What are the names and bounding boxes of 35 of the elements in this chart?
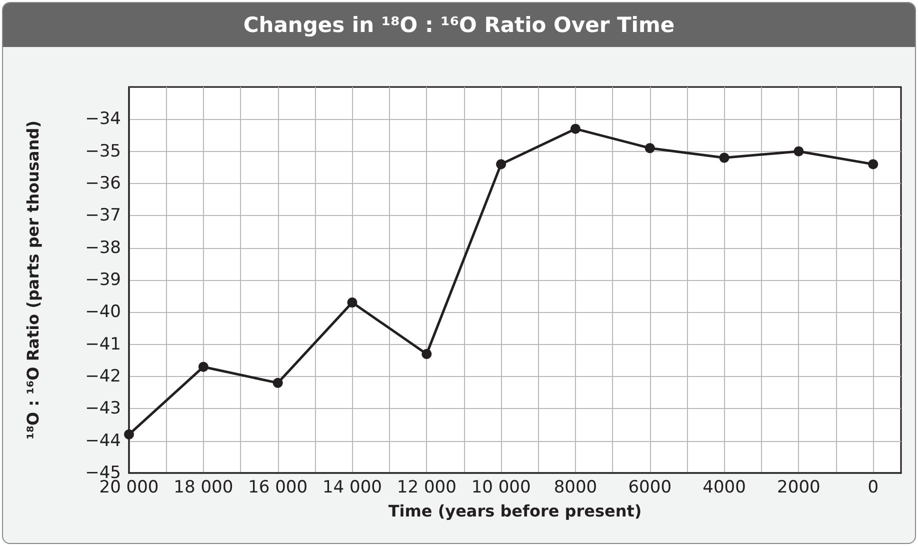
point <box>794 146 804 156</box>
point <box>719 152 730 163</box>
chart-title: Changes in ¹⁸O : ¹⁶O Ratio Over Time <box>3 3 915 47</box>
y-tick-label: −43 <box>85 398 121 419</box>
point <box>124 429 134 440</box>
y-tick-label: −37 <box>85 206 121 226</box>
y-tick-label: −38 <box>85 238 121 258</box>
y-tick-label: −34 <box>85 109 121 130</box>
x-axis-title: Time (years before present) <box>388 502 642 520</box>
x-tick-label: 14 000 <box>322 478 382 498</box>
x-tick-label: 6000 <box>628 478 672 498</box>
x-tick-label: 10 000 <box>471 478 531 498</box>
x-tick-label: 4000 <box>702 478 746 498</box>
x-tick-label: 8000 <box>554 478 598 498</box>
point <box>868 159 878 170</box>
y-tick-label: −41 <box>85 334 121 354</box>
x-tick-label: 12 000 <box>396 478 456 498</box>
point <box>198 362 208 372</box>
y-tick-label: −39 <box>85 270 121 290</box>
x-tick-label: 16 000 <box>248 478 308 498</box>
point <box>272 378 283 388</box>
x-tick-label: 0 <box>868 478 879 498</box>
y-tick-label: −35 <box>85 141 121 162</box>
y-tick-label: −44 <box>85 430 121 451</box>
point <box>570 124 580 134</box>
y-tick-label: −42 <box>85 366 121 386</box>
y-tick-label: −36 <box>85 174 121 194</box>
point <box>496 159 506 170</box>
x-tick-label: 2000 <box>777 478 820 498</box>
y-axis-title: ¹⁸O : ¹⁶O Ratio (parts per thousand) <box>24 120 42 440</box>
point <box>644 143 655 154</box>
point <box>422 348 432 359</box>
y-tick-label: −40 <box>85 302 121 322</box>
x-tick-label: 18 000 <box>174 478 234 498</box>
point <box>347 298 358 308</box>
